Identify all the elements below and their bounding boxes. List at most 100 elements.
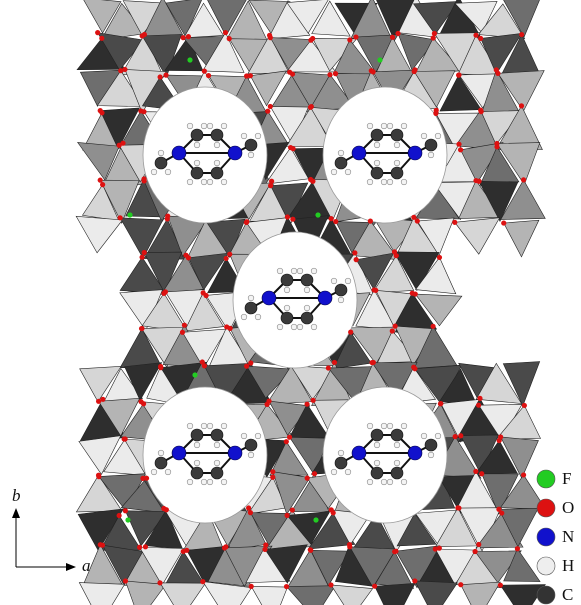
hydrogen-atom xyxy=(221,479,227,485)
hydrogen-atom xyxy=(165,169,171,175)
carbon-atom xyxy=(211,467,223,479)
oxygen-atom xyxy=(244,364,249,369)
carbon-atom xyxy=(281,312,293,324)
fluorine-atom xyxy=(187,57,192,62)
hydrogen-atom xyxy=(374,442,380,448)
hydrogen-atom xyxy=(401,123,407,129)
hydrogen-atom xyxy=(421,133,427,139)
nitrogen-atom xyxy=(262,291,276,305)
hydrogen-atom xyxy=(401,423,407,429)
hydrogen-atom xyxy=(394,142,400,148)
oxygen-atom xyxy=(95,30,100,35)
hydrogen-atom xyxy=(387,123,393,129)
oxygen-atom xyxy=(348,330,353,335)
oxygen-atom xyxy=(223,30,228,35)
hydrogen-atom xyxy=(241,433,247,439)
fluorine-atom xyxy=(315,212,320,217)
legend-swatch xyxy=(537,586,555,604)
carbon-atom xyxy=(191,167,203,179)
oxygen-atom xyxy=(122,436,127,441)
hydrogen-atom xyxy=(187,479,193,485)
b-arrowhead xyxy=(12,508,20,518)
oxygen-atom xyxy=(498,434,503,439)
hydrogen-atom xyxy=(255,133,261,139)
oxygen-atom xyxy=(521,177,526,182)
oxygen-atom xyxy=(140,33,145,38)
legend-label: H xyxy=(562,556,574,575)
oxygen-atom xyxy=(437,255,442,260)
oxygen-atom xyxy=(392,249,397,254)
oxygen-atom xyxy=(329,216,334,221)
hydrogen-atom xyxy=(291,324,297,330)
oxygen-atom xyxy=(163,289,168,294)
oxygen-atom xyxy=(117,513,122,518)
hydrogen-atom xyxy=(338,150,344,156)
oxygen-atom xyxy=(96,474,101,479)
nitrogen-atom xyxy=(228,446,242,460)
hydrogen-atom xyxy=(345,469,351,475)
carbon-atom xyxy=(155,157,167,169)
oxygen-atom xyxy=(353,34,358,39)
carbon-atom xyxy=(391,129,403,141)
nitrogen-atom xyxy=(228,146,242,160)
a-arrowhead xyxy=(66,563,76,571)
oxygen-atom xyxy=(265,109,270,114)
hydrogen-atom xyxy=(255,433,261,439)
polyhedron-face xyxy=(455,218,500,255)
oxygen-atom xyxy=(456,142,461,147)
oxygen-atom xyxy=(100,543,105,548)
oxygen-atom xyxy=(180,330,185,335)
carbon-atom xyxy=(301,274,313,286)
oxygen-atom xyxy=(458,147,463,152)
hydrogen-atom xyxy=(201,123,207,129)
oxygen-atom xyxy=(433,546,438,551)
fluorine-atom xyxy=(125,517,130,522)
oxygen-atom xyxy=(270,469,275,474)
oxygen-atom xyxy=(308,105,313,110)
carbon-atom xyxy=(245,139,257,151)
oxygen-atom xyxy=(372,584,377,589)
hydrogen-atom xyxy=(151,169,157,175)
hydrogen-atom xyxy=(387,423,393,429)
oxygen-atom xyxy=(368,219,373,224)
hydrogen-atom xyxy=(311,324,317,330)
hydrogen-atom xyxy=(297,324,303,330)
oxygen-atom xyxy=(141,109,146,114)
polyhedron-face xyxy=(504,220,539,257)
oxygen-atom xyxy=(458,582,463,587)
oxygen-atom xyxy=(308,177,313,182)
carbon-atom xyxy=(191,429,203,441)
hydrogen-atom xyxy=(381,423,387,429)
oxygen-atom xyxy=(333,219,338,224)
oxygen-atom xyxy=(117,143,122,148)
fluorine-atom xyxy=(377,57,382,62)
oxygen-atom xyxy=(244,220,249,225)
hydrogen-atom xyxy=(367,479,373,485)
hydrogen-atom xyxy=(277,324,283,330)
oxygen-atom xyxy=(268,35,273,40)
hydrogen-atom xyxy=(381,123,387,129)
oxygen-atom xyxy=(203,293,208,298)
carbon-atom xyxy=(211,129,223,141)
hydrogen-atom xyxy=(165,469,171,475)
carbon-atom xyxy=(245,302,257,314)
oxygen-atom xyxy=(329,507,334,512)
axis-indicator: b a xyxy=(12,486,91,575)
hydrogen-atom xyxy=(248,295,254,301)
carbon-atom xyxy=(371,129,383,141)
hydrogen-atom xyxy=(221,423,227,429)
oxygen-atom xyxy=(248,510,253,515)
hydrogen-atom xyxy=(331,469,337,475)
oxygen-atom xyxy=(139,255,144,260)
b-axis-label: b xyxy=(12,486,21,505)
oxygen-atom xyxy=(248,360,253,365)
legend-label: N xyxy=(562,527,574,546)
oxygen-atom xyxy=(163,73,168,78)
hydrogen-atom xyxy=(435,133,441,139)
hydrogen-atom xyxy=(158,150,164,156)
oxygen-atom xyxy=(413,291,418,296)
hydrogen-atom xyxy=(311,268,317,274)
oxygen-atom xyxy=(412,366,417,371)
polyhedron-face xyxy=(331,585,373,605)
oxygen-atom xyxy=(123,508,128,513)
